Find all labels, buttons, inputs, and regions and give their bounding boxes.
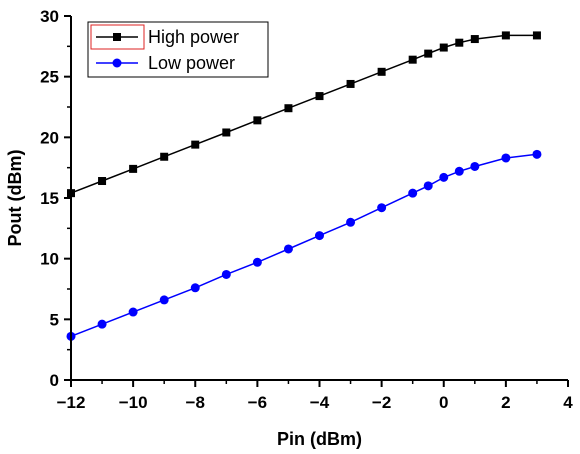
data-point (283, 244, 293, 254)
y-tick-label: 20 (40, 128, 59, 147)
y-tick-label: 0 (50, 371, 59, 390)
data-point (346, 79, 355, 88)
data-point (424, 49, 433, 58)
x-axis-label: Pin (dBm) (277, 429, 362, 449)
legend-entry-highlight (90, 24, 145, 50)
plot-area (66, 31, 542, 341)
y-tick-label: 15 (40, 189, 59, 208)
x-tick-label: 2 (501, 393, 510, 412)
data-point (408, 188, 418, 198)
y-tick-label: 25 (40, 68, 59, 87)
data-point (423, 181, 433, 191)
y-tick-label: 5 (50, 310, 59, 329)
x-tick-label: −10 (119, 393, 148, 412)
legend-entry: Low power (96, 53, 235, 73)
x-tick-label: −2 (372, 393, 391, 412)
data-point (315, 92, 324, 101)
y-axis-label: Pout (dBm) (5, 150, 25, 247)
data-point (501, 31, 510, 40)
data-point (284, 104, 293, 113)
x-tick-label: 4 (563, 393, 573, 412)
x-tick-label: −12 (57, 393, 86, 412)
data-point (346, 217, 356, 227)
data-point (98, 177, 107, 186)
data-point (532, 149, 542, 159)
data-point (159, 295, 169, 305)
data-point (470, 35, 479, 44)
data-point (253, 116, 262, 125)
series-line (70, 153, 537, 337)
x-tick-label: −4 (310, 393, 330, 412)
data-point (532, 31, 541, 40)
data-point (191, 140, 200, 149)
data-point (252, 257, 262, 267)
data-point (455, 38, 464, 47)
data-point (129, 164, 138, 173)
legend-marker (113, 33, 121, 41)
series-low-power (66, 149, 542, 341)
data-point (222, 128, 231, 137)
data-point (160, 152, 169, 161)
data-point (190, 283, 200, 293)
data-point (408, 55, 417, 64)
data-point (377, 67, 386, 76)
legend-entries: High power Low power (96, 27, 239, 73)
data-point (470, 161, 480, 171)
data-point (128, 307, 138, 317)
y-tick-label: 30 (40, 7, 59, 26)
data-point (439, 172, 449, 182)
data-point (501, 153, 511, 163)
data-point (454, 166, 464, 176)
x-tick-label: −8 (186, 393, 205, 412)
data-point (97, 319, 107, 329)
x-tick-label: 0 (439, 393, 448, 412)
legend: High power Low power (87, 21, 269, 78)
x-tick-label: −6 (248, 393, 267, 412)
legend-marker (112, 58, 122, 68)
data-point (221, 269, 231, 279)
axis-ticks: −12 −10 −8 −6 −4 −2 0 2 4 0 5 10 15 20 25 30 (40, 7, 573, 412)
legend-entry: High power (96, 27, 239, 47)
legend-label: Low power (148, 53, 235, 73)
data-point (377, 203, 387, 213)
data-point (439, 43, 448, 52)
legend-label: High power (148, 27, 239, 47)
data-point (315, 231, 324, 241)
y-tick-label: 10 (40, 250, 59, 269)
